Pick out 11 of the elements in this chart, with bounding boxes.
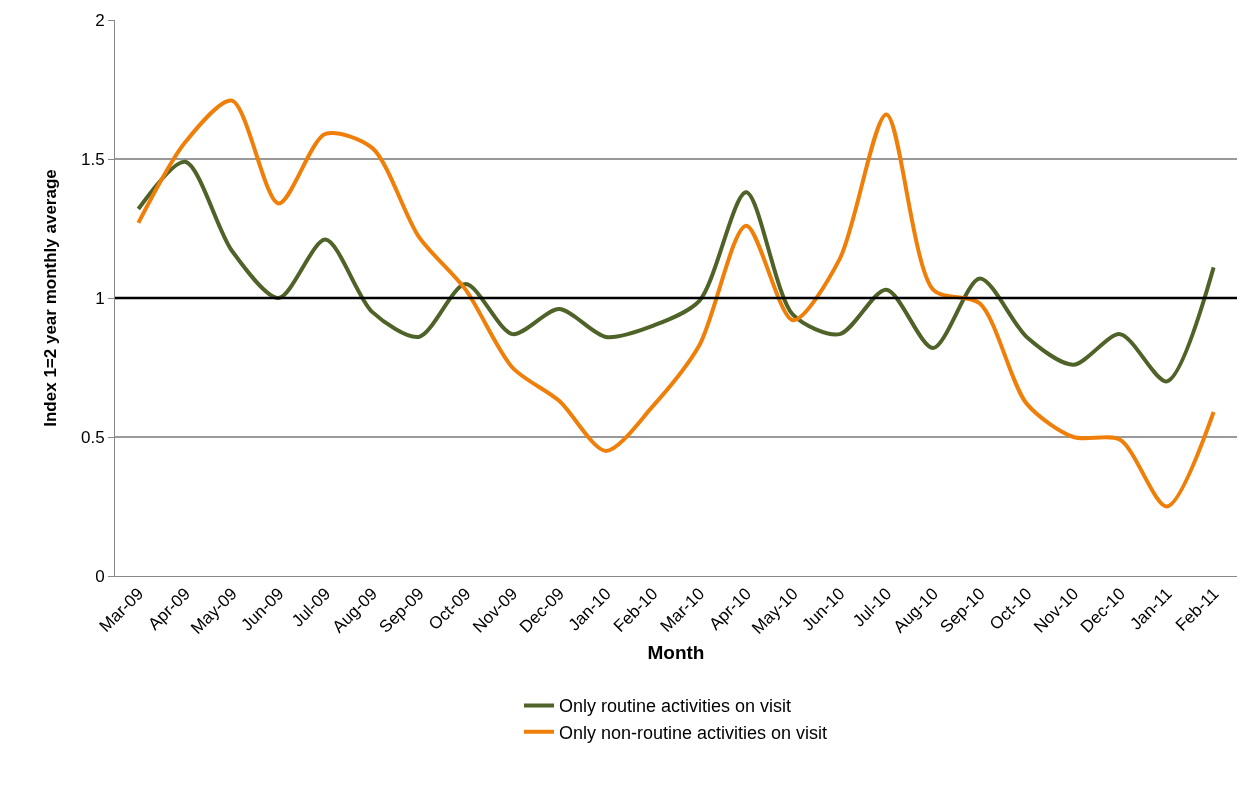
line-series <box>136 98 1216 509</box>
y-tick-label: 0 <box>95 566 105 586</box>
y-tick-label: 1.5 <box>80 149 105 169</box>
y-tick-label: 0.5 <box>80 427 105 447</box>
y-tick-label: 2 <box>95 10 105 30</box>
legend-label: Only routine activities on visit <box>559 696 792 717</box>
y-tick-label: 1 <box>95 288 105 308</box>
y-axis-title: Index 1=2 year monthly average <box>40 169 60 427</box>
legend-label: Only non-routine activities on visit <box>559 722 828 743</box>
line-series <box>136 159 1216 384</box>
x-axis-title: Month <box>647 641 705 663</box>
